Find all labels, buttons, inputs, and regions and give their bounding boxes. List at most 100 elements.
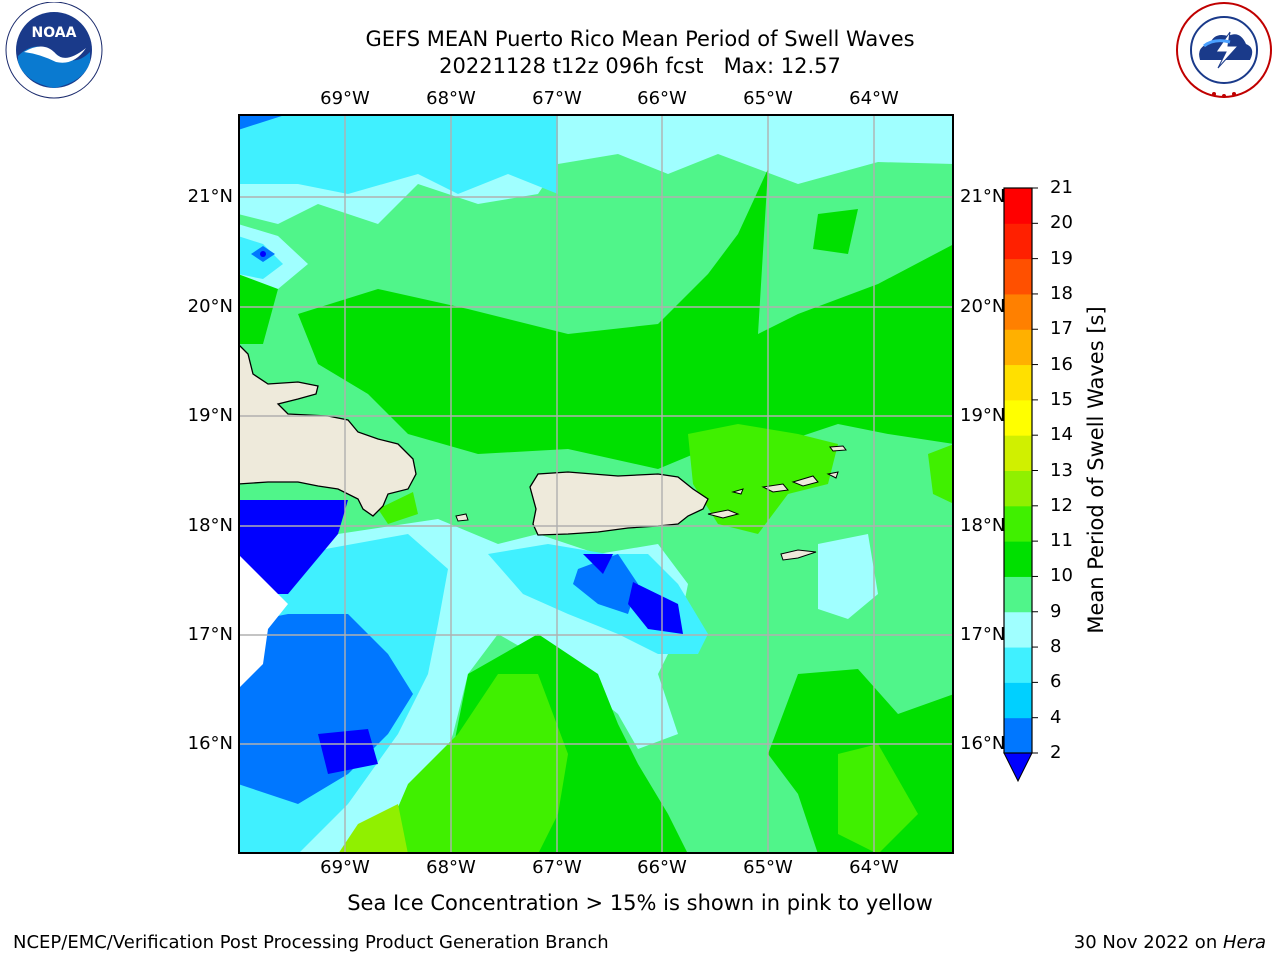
- lat-label-right: 16°N: [960, 733, 1006, 754]
- land-mona: [455, 513, 469, 522]
- lat-label-right: 18°N: [960, 515, 1006, 536]
- lon-label-top: 69°W: [320, 88, 370, 109]
- map-title: GEFS MEAN Puerto Rico Mean Period of Swe…: [365, 27, 915, 51]
- colorbar-segment: [1004, 223, 1032, 260]
- land-virgin-islands: [761, 471, 839, 493]
- field-under-2-ss: [318, 729, 378, 774]
- lon-label-bottom: 68°W: [426, 857, 476, 878]
- colorbar-segment: [1004, 647, 1032, 683]
- lat-label-left: 16°N: [187, 733, 233, 754]
- colorbar-tick-label: 14: [1050, 424, 1073, 446]
- field-11-12-hisp: [378, 492, 418, 524]
- lat-label-right: 21°N: [960, 186, 1006, 207]
- colorbar-tick-label: 4: [1050, 706, 1062, 728]
- graticule: [238, 114, 954, 854]
- lon-label-top: 66°W: [637, 88, 687, 109]
- field-under-2-pr: [583, 554, 613, 574]
- noaa-logo: NOAA: [4, 1, 104, 102]
- lat-label-left: 18°N: [187, 515, 233, 536]
- colorbar-segment: [1004, 364, 1032, 401]
- colorbar-tick-label: 18: [1050, 282, 1073, 304]
- field-missing-sw: [238, 554, 288, 689]
- field-8-9-southeast: [818, 534, 878, 619]
- field-10-11-ne: [813, 209, 858, 254]
- field-under-2-pr2: [628, 582, 683, 634]
- lat-label-left: 17°N: [187, 624, 233, 645]
- colorbar-tick-label: 17: [1050, 318, 1073, 340]
- field-12-13-south: [338, 804, 408, 854]
- lon-label-top: 68°W: [426, 88, 476, 109]
- land-culebra: [731, 488, 744, 495]
- colorbar-segment: [1004, 435, 1032, 471]
- footer-date: 30 Nov 2022 on Hera: [1074, 932, 1266, 953]
- colorbar-tick-label: 16: [1050, 353, 1073, 375]
- lon-label-bottom: 65°W: [743, 857, 793, 878]
- colorbar-tick-label: 13: [1050, 459, 1073, 481]
- field-under-dot: [260, 251, 266, 257]
- field-10-11-central: [298, 169, 954, 469]
- lat-label-right: 20°N: [960, 296, 1006, 317]
- colorbar-segment: [1004, 329, 1032, 366]
- colorbar-tick-label: 15: [1050, 388, 1073, 410]
- land-hispaniola: [238, 343, 417, 517]
- colorbar-segment: [1004, 576, 1032, 613]
- colorbar-tick-label: 19: [1050, 247, 1073, 269]
- nws-logo: [1174, 2, 1274, 102]
- colorbar-under-extension: [1003, 752, 1033, 783]
- map-subtitle: 20221128 t12z 096h fcst Max: 12.57: [439, 54, 841, 78]
- lon-label-top: 65°W: [743, 88, 793, 109]
- colorbar-segment: [1004, 470, 1032, 507]
- lat-label-left: 21°N: [187, 186, 233, 207]
- land-st-croix: [780, 549, 817, 561]
- lon-label-bottom: 66°W: [637, 857, 687, 878]
- noaa-logo-text: NOAA: [32, 25, 77, 41]
- lat-label-left: 19°N: [187, 405, 233, 426]
- colorbar-segment: [1004, 717, 1032, 754]
- colorbar-tick-label: 2: [1050, 742, 1062, 763]
- field-11-12-vi: [688, 424, 838, 534]
- field-under-2-sw: [238, 500, 348, 594]
- colorbar-label: Mean Period of Swell Waves [s]: [1084, 306, 1108, 634]
- colorbar-segment: [1004, 505, 1032, 542]
- colorbar-segment: [1004, 293, 1032, 330]
- footer-host: Hera: [1222, 932, 1266, 953]
- colorbar: [1003, 187, 1038, 783]
- colorbar-tick-label: 6: [1050, 671, 1062, 693]
- colorbar-tick-label: 21: [1050, 177, 1073, 198]
- footer-date-text: 30 Nov 2022 on: [1073, 932, 1223, 953]
- colorbar-segment: [1004, 611, 1032, 648]
- footer-credit: NCEP/EMC/Verification Post Processing Pr…: [13, 932, 609, 953]
- map-frame: [238, 114, 954, 854]
- lon-label-top: 64°W: [849, 88, 899, 109]
- colorbar-tick-label: 8: [1050, 636, 1062, 658]
- colorbar-tick-label: 9: [1050, 600, 1062, 622]
- land-anegada: [829, 445, 847, 452]
- colorbar-tick-label: 12: [1050, 494, 1073, 516]
- lat-label-right: 19°N: [960, 405, 1006, 426]
- colorbar-segment: [1004, 399, 1032, 436]
- field-11-12-east: [928, 444, 954, 504]
- field-4-6-pr-south: [573, 554, 638, 614]
- lat-label-right: 17°N: [960, 624, 1006, 645]
- lon-label-bottom: 69°W: [320, 857, 370, 878]
- field-4-6-sw: [238, 614, 413, 804]
- field-4-6-corner: [238, 114, 288, 130]
- field-11-12-south: [378, 674, 568, 854]
- lon-label-top: 67°W: [532, 88, 582, 109]
- lon-label-bottom: 64°W: [849, 857, 899, 878]
- colorbar-tick-label: 10: [1050, 565, 1073, 587]
- field-6-8-north: [238, 114, 558, 194]
- colorbar-segment: [1004, 541, 1032, 577]
- colorbar-segment: [1004, 258, 1032, 295]
- lon-label-bottom: 67°W: [532, 857, 582, 878]
- sea-ice-note: Sea Ice Concentration > 15% is shown in …: [347, 891, 933, 915]
- lat-label-left: 20°N: [187, 296, 233, 317]
- field-10-11-west: [238, 274, 278, 344]
- colorbar-segment: [1004, 682, 1032, 719]
- colorbar-tick-label: 11: [1050, 530, 1073, 552]
- colorbar-segment: [1004, 188, 1032, 224]
- swell-period-map: [238, 114, 954, 854]
- land-puerto-rico: [529, 471, 709, 536]
- field-11-12-se: [838, 744, 918, 854]
- land-vieques: [707, 509, 740, 519]
